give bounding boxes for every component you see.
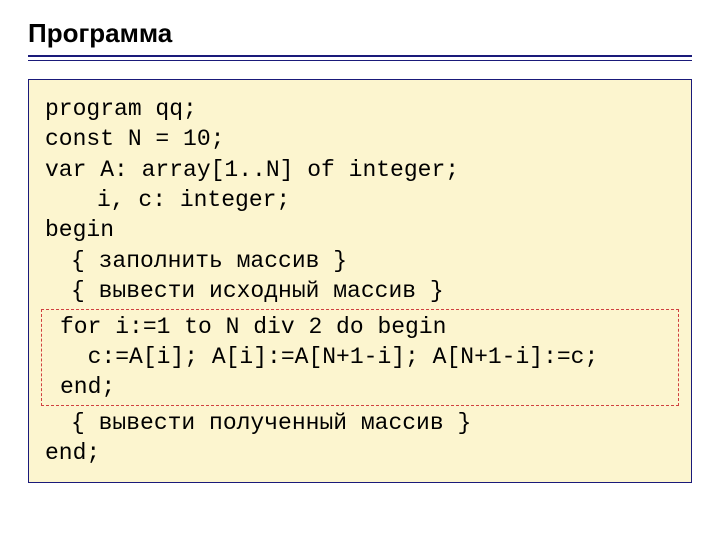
code-line: var A: array[1..N] of integer; — [45, 155, 675, 185]
slide: Программа program qq; const N = 10; var … — [0, 0, 720, 483]
code-line: end; — [60, 372, 674, 402]
code-line: begin — [45, 215, 675, 245]
code-line: { заполнить массив } — [45, 246, 675, 276]
code-line: { вывести исходный массив } — [45, 276, 675, 306]
code-line: end; — [45, 438, 675, 468]
code-line: const N = 10; — [45, 124, 675, 154]
title-underline — [28, 55, 692, 61]
code-box: program qq; const N = 10; var A: array[1… — [28, 79, 692, 483]
code-line: { вывести полученный массив } — [45, 408, 675, 438]
code-line: i, c: integer; — [45, 185, 675, 215]
highlight-box: for i:=1 to N div 2 do begin c:=A[i]; A[… — [41, 309, 679, 406]
code-line: program qq; — [45, 94, 675, 124]
code-line: for i:=1 to N div 2 do begin — [60, 312, 674, 342]
slide-title: Программа — [28, 18, 692, 49]
code-line: c:=A[i]; A[i]:=A[N+1-i]; A[N+1-i]:=c; — [60, 342, 674, 372]
